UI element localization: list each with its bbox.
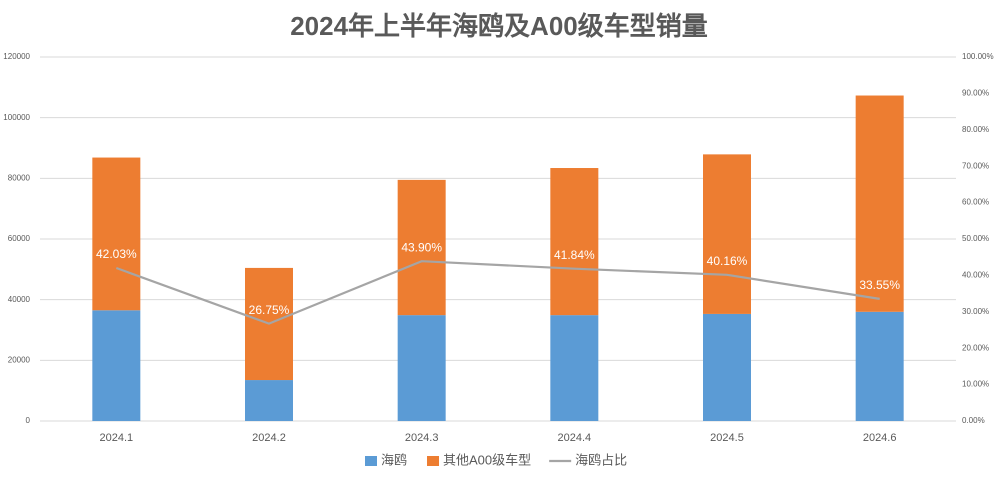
bar — [703, 313, 751, 421]
x-tick-label: 2024.4 — [558, 432, 592, 444]
y2-tick-label: 100.00% — [962, 52, 994, 61]
legend-swatch — [427, 456, 440, 466]
data-label: 42.03% — [96, 247, 137, 261]
data-label: 40.16% — [707, 254, 748, 268]
y2-tick-label: 10.00% — [962, 380, 989, 389]
y2-tick-label: 40.00% — [962, 271, 989, 280]
bar — [550, 168, 599, 316]
y2-tick-label: 90.00% — [962, 89, 989, 98]
y-tick-label: 100000 — [3, 113, 30, 122]
chart-title: 2024年上半年海鸥及A00级车型销量 — [290, 11, 708, 41]
data-label: 26.75% — [249, 303, 290, 317]
legend-label: 海鸥占比 — [575, 452, 627, 467]
y2-tick-label: 60.00% — [962, 198, 989, 207]
legend-label: 海鸥 — [381, 452, 407, 467]
legend-label: 其他A00级车型 — [443, 452, 531, 467]
y-tick-label: 80000 — [8, 173, 31, 182]
y2-tick-label: 80.00% — [962, 125, 989, 134]
bar — [92, 157, 141, 311]
y-tick-label: 40000 — [8, 295, 31, 304]
bar — [550, 315, 599, 421]
bar — [92, 310, 141, 421]
y2-tick-label: 70.00% — [962, 161, 989, 170]
x-tick-label: 2024.5 — [710, 432, 744, 444]
data-label: 41.84% — [554, 248, 595, 262]
y2-tick-label: 50.00% — [962, 234, 989, 243]
x-tick-label: 2024.2 — [252, 432, 286, 444]
bar — [703, 154, 751, 314]
y2-tick-label: 0.00% — [962, 416, 985, 425]
y-tick-label: 60000 — [8, 234, 31, 243]
bar — [397, 179, 446, 316]
bar — [855, 95, 904, 312]
bar — [397, 315, 446, 421]
x-tick-label: 2024.1 — [100, 432, 134, 444]
x-tick-label: 2024.3 — [405, 432, 439, 444]
y2-tick-label: 30.00% — [962, 307, 989, 316]
y-tick-label: 0 — [26, 416, 31, 425]
y-tick-label: 120000 — [3, 52, 30, 61]
legend-swatch — [365, 456, 377, 466]
x-tick-label: 2024.6 — [863, 432, 897, 444]
y-tick-label: 20000 — [8, 355, 31, 364]
bar — [245, 380, 293, 421]
data-label: 33.55% — [859, 278, 900, 292]
line — [115, 260, 880, 325]
data-label: 43.90% — [401, 240, 442, 254]
y2-tick-label: 20.00% — [962, 343, 989, 352]
bar — [855, 311, 904, 421]
